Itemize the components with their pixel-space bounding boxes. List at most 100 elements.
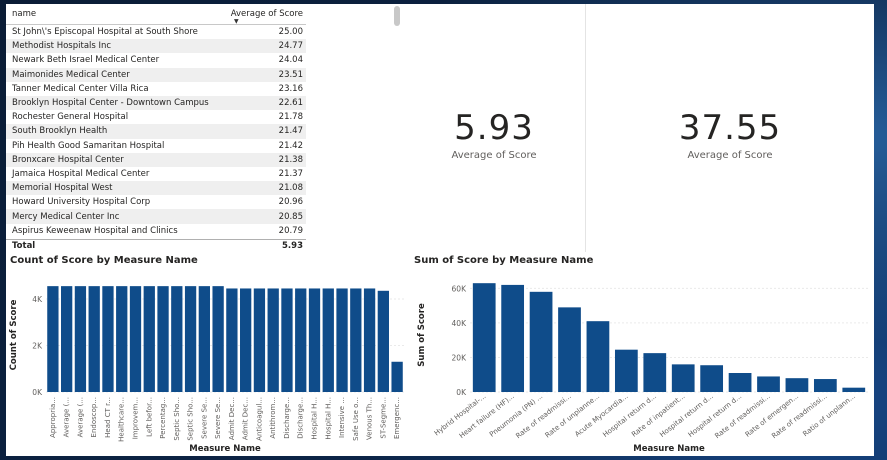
x-tick-label: Healthcare... [118, 397, 126, 442]
hospital-name-cell: Bronxcare Hospital Center [12, 154, 124, 165]
average-score-cell: 21.38 [278, 154, 303, 165]
average-score-cell: 21.78 [278, 112, 303, 123]
y-tick-label: 2K [32, 341, 43, 350]
bar [842, 387, 866, 392]
bar [226, 288, 238, 392]
table-row[interactable]: Memorial Hospital West 21.08 [6, 181, 306, 196]
bar [308, 288, 321, 392]
total-value: 5.93 [282, 241, 303, 251]
bar [350, 288, 362, 392]
hospital-name-cell: Brooklyn Hospital Center - Downtown Camp… [12, 98, 209, 109]
hospital-name-cell: Maimonides Medical Center [12, 69, 130, 80]
table-row[interactable]: Bronxcare Hospital Center 21.38 [6, 152, 306, 167]
bar [377, 290, 389, 392]
table-row[interactable]: Aspirus Keweenaw Hospital and Clinics 20.… [6, 224, 306, 238]
average-score-cell: 21.37 [278, 168, 303, 179]
table-row[interactable]: Jamaica Hospital Medical Center 21.37 [6, 167, 306, 181]
x-tick-label: Severe Se... [214, 397, 222, 439]
column-header-average-score[interactable]: Average of Score [230, 9, 303, 19]
table-row[interactable]: Mercy Medical Center Inc 20.85 [6, 209, 306, 224]
hospital-score-table: name Average of Score ▼ St John\'s Episc… [6, 4, 306, 252]
average-score-cell: 21.47 [278, 126, 303, 137]
average-score-cell: 24.77 [278, 41, 303, 52]
table-row[interactable]: Methodist Hospitals Inc 24.77 [6, 39, 306, 54]
average-score-cell: 23.16 [278, 83, 303, 94]
hospital-name-cell: Aspirus Keweenaw Hospital and Clinics [12, 225, 178, 236]
kpi-label: Average of Score [687, 150, 773, 161]
bar [671, 364, 695, 392]
bar [643, 353, 667, 392]
table-body: St John\'s Episcopal Hospital at South S… [6, 25, 306, 238]
x-axis-title: Measure Name [633, 444, 705, 454]
x-tick-label: Venous Th... [366, 397, 374, 440]
bar [363, 288, 376, 392]
average-score-cell: 22.61 [278, 98, 303, 109]
bar [116, 286, 128, 392]
bar [171, 286, 183, 392]
bar [785, 378, 809, 392]
table-row[interactable]: Howard University Hospital Corp 20.96 [6, 195, 306, 209]
average-score-cell: 20.85 [278, 211, 303, 222]
bar [614, 349, 638, 392]
bar [129, 286, 142, 392]
bar [88, 286, 100, 392]
hospital-name-cell: Methodist Hospitals Inc [12, 41, 112, 52]
x-tick-label: Anticoagul... [255, 397, 263, 441]
hospital-name-cell: Tanner Medical Center Villa Rica [12, 83, 149, 94]
bar [813, 379, 837, 392]
x-tick-label: Hybrid Hospital-... [433, 392, 488, 437]
average-score-cell: 20.96 [278, 197, 303, 208]
x-tick-label: Head CT r... [104, 397, 112, 438]
kpi-value: 37.55 [678, 108, 782, 148]
table-row[interactable]: Pih Health Good Samaritan Hospital 21.42 [6, 139, 306, 153]
bar [157, 286, 169, 392]
column-header-name[interactable]: name [12, 9, 37, 19]
bar [143, 286, 155, 392]
bar [336, 288, 348, 392]
y-axis-title: Count of Score [9, 299, 19, 370]
x-tick-label: Ratio of unplann... [801, 392, 857, 438]
table-row[interactable]: Tanner Medical Center Villa Rica 23.16 [6, 82, 306, 96]
average-score-cell: 20.79 [278, 225, 303, 236]
bar [472, 283, 496, 392]
bar [61, 286, 73, 392]
hospital-name-cell: Mercy Medical Center Inc [12, 211, 120, 222]
card-divider [585, 4, 586, 252]
table-row[interactable]: South Brooklyn Health 21.47 [6, 124, 306, 139]
table-header: name Average of Score [6, 4, 306, 25]
x-tick-label: Safe Use o... [352, 397, 360, 441]
hospital-name-cell: Newark Beth Israel Medical Center [12, 55, 160, 66]
x-tick-label: Admit Dec... [228, 397, 236, 440]
bar [728, 373, 752, 392]
table-row[interactable]: Newark Beth Israel Medical Center 24.04 [6, 53, 306, 67]
table-row[interactable]: St John\'s Episcopal Hospital at South S… [6, 25, 306, 39]
chart-title-count: Count of Score by Measure Name [10, 255, 198, 266]
table-scrollbar[interactable] [394, 6, 400, 26]
x-tick-label: Septic Sho... [187, 397, 195, 441]
kpi-value: 5.93 [454, 108, 534, 148]
x-tick-label: Severe Se... [200, 397, 208, 439]
y-axis-title: Sum of Score [417, 303, 427, 367]
table-row[interactable]: Brooklyn Hospital Center - Downtown Camp… [6, 95, 306, 111]
hospital-name-cell: Rochester General Hospital [12, 112, 129, 123]
bar [529, 291, 553, 392]
bar [74, 286, 87, 392]
bar [267, 288, 279, 392]
x-tick-label: Left befor... [145, 397, 153, 437]
x-tick-label: Hospital H... [324, 397, 332, 440]
bar [184, 286, 197, 392]
hospital-name-cell: South Brooklyn Health [12, 126, 108, 137]
table-row[interactable]: Rochester General Hospital 21.78 [6, 110, 306, 124]
y-tick-label: 4K [32, 295, 43, 304]
bar [102, 286, 114, 392]
kpi-card-average-score-2: 37.55 Average of Score [586, 4, 874, 252]
x-tick-label: Hospital H... [311, 397, 319, 440]
average-score-cell: 24.04 [278, 55, 303, 66]
y-tick-label: 0K [32, 388, 43, 397]
bar [240, 288, 252, 392]
bar [558, 307, 581, 392]
hospital-name-cell: Pih Health Good Samaritan Hospital [12, 140, 165, 151]
y-tick-label: 20K [452, 353, 468, 362]
table-row[interactable]: Maimonides Medical Center 23.51 [6, 67, 306, 82]
x-tick-label: ST-Segme... [379, 397, 387, 439]
